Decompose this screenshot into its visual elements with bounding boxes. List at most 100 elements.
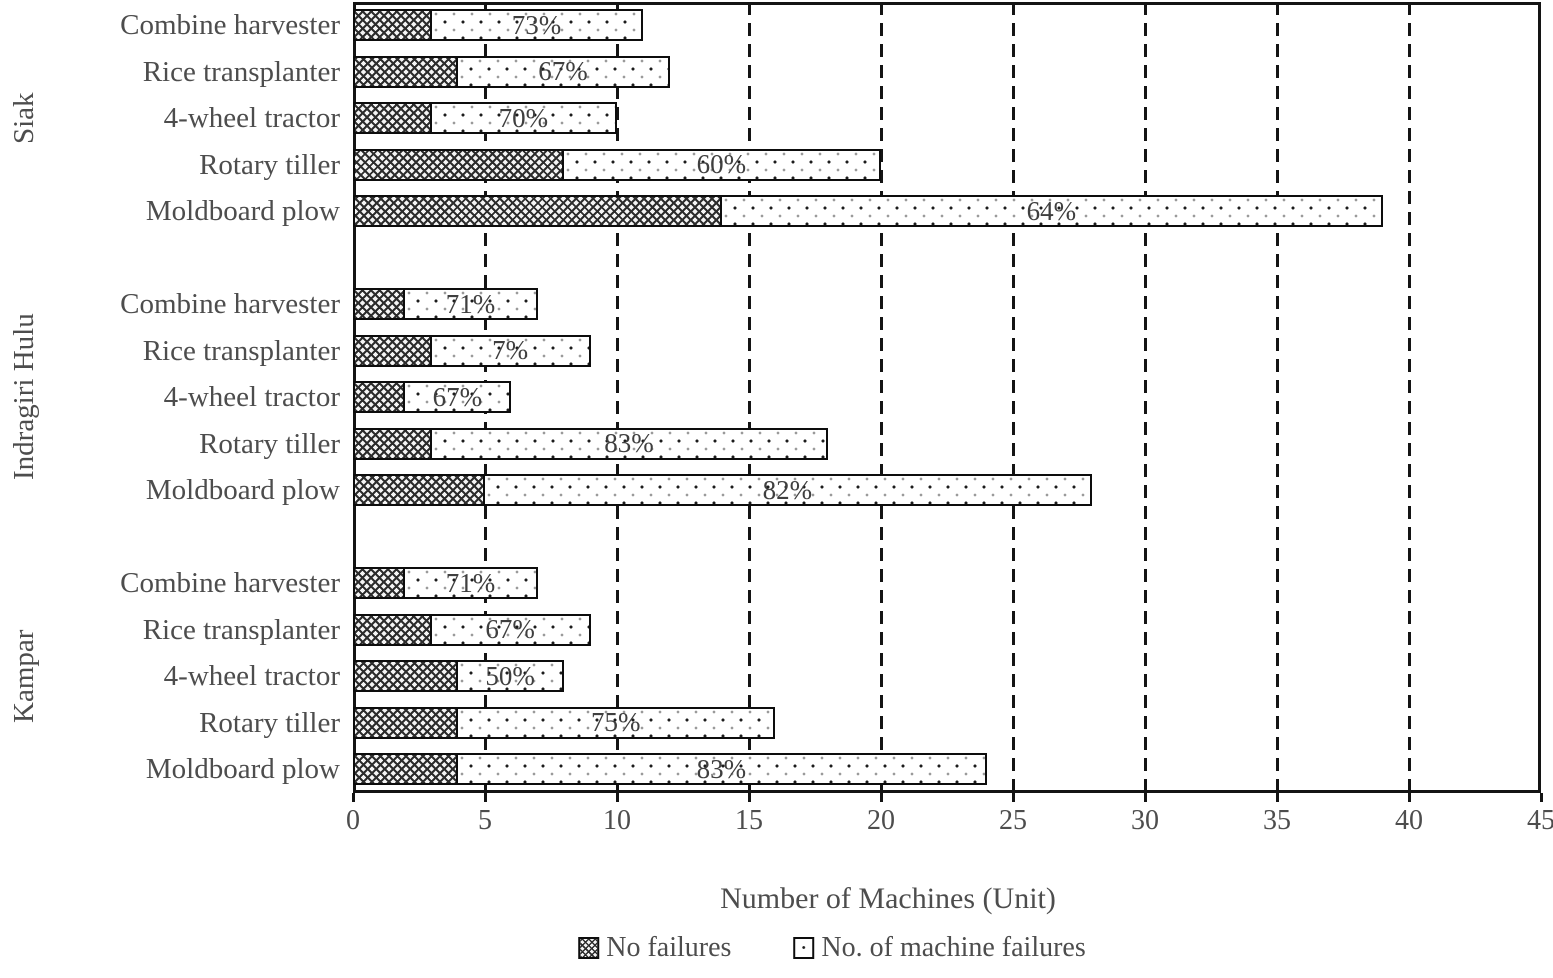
bar-row-kampar-1: 67%: [353, 613, 591, 646]
bar-segment-machine-failures: 75%: [456, 706, 776, 739]
bar-row-kampar-4: 83%: [353, 753, 987, 785]
dotted-swatch-icon: [793, 937, 815, 959]
x-tick-mark-25: [1011, 793, 1015, 802]
x-tick-label-10: 10: [603, 805, 631, 836]
legend-entry-machine-failures: No. of machine failures: [793, 934, 1086, 962]
category-label: Moldboard plow: [145, 474, 340, 506]
x-tick-mark-35: [1275, 793, 1279, 802]
gridline-20: [879, 2, 883, 793]
x-tick-mark-40: [1407, 793, 1411, 802]
bar-row-siak-4: 64%: [353, 195, 1383, 227]
category-label: 4-wheel tractor: [163, 102, 340, 134]
category-label: Rice transplanter: [142, 334, 340, 367]
gridline-15: [747, 2, 751, 793]
bar-row-indragiri-hulu-1: 7%: [353, 334, 591, 367]
bar-segment-no-failures: [353, 148, 565, 181]
legend: No failures No. of machine failures: [578, 934, 1086, 962]
failure-percentage-label: 67%: [432, 381, 483, 412]
gridline-30: [1143, 2, 1147, 793]
bar-segment-machine-failures: 67%: [456, 55, 670, 88]
bar-segment-no-failures: [353, 288, 406, 320]
bar-row-siak-3: 60%: [353, 148, 881, 181]
x-tick-mark-10: [615, 793, 619, 802]
gridline-35: [1275, 2, 1279, 793]
bar-segment-no-failures: [353, 334, 433, 367]
bar-segment-no-failures: [353, 753, 459, 785]
bar-segment-machine-failures: 67%: [403, 381, 512, 413]
category-label: 4-wheel tractor: [163, 660, 340, 692]
x-tick-mark-45: [1539, 793, 1543, 802]
category-label: Rice transplanter: [142, 55, 340, 88]
category-label: Rice transplanter: [142, 613, 340, 646]
x-tick-label-30: 30: [1131, 805, 1159, 836]
failure-percentage-label: 7%: [492, 335, 529, 365]
bar-row-kampar-3: 75%: [353, 706, 776, 739]
bar-segment-machine-failures: 64%: [720, 195, 1383, 227]
x-axis-title: Number of Machines (Unit): [720, 882, 1056, 915]
failure-percentage-label: 83%: [696, 753, 747, 784]
x-tick-mark-15: [747, 793, 751, 802]
category-label: Combine harvester: [120, 567, 340, 599]
category-label: Rotary tiller: [199, 148, 340, 181]
category-label: Rotary tiller: [199, 706, 340, 739]
category-label: Moldboard plow: [145, 195, 340, 227]
bar-segment-machine-failures: 71%: [403, 567, 538, 599]
failure-percentage-label: 73%: [511, 9, 562, 40]
bar-segment-machine-failures: 83%: [456, 753, 987, 785]
failure-percentage-label: 70%: [498, 102, 549, 133]
bar-segment-no-failures: [353, 381, 406, 413]
bar-segment-machine-failures: 50%: [456, 660, 565, 692]
legend-entry-no-failures: No failures: [578, 934, 731, 962]
failure-percentage-label: 71%: [445, 567, 496, 598]
bar-segment-machine-failures: 82%: [482, 474, 1093, 506]
bar-segment-machine-failures: 60%: [561, 148, 881, 181]
failure-percentage-label: 67%: [538, 56, 588, 86]
gridline-10: [615, 2, 619, 793]
bar-segment-machine-failures: 7%: [429, 334, 591, 367]
bar-row-indragiri-hulu-2: 67%: [353, 381, 512, 413]
category-label: Combine harvester: [120, 288, 340, 320]
x-tick-label-35: 35: [1263, 805, 1291, 836]
x-tick-label-0: 0: [346, 805, 360, 836]
failure-percentage-label: 82%: [762, 474, 813, 505]
crosshatch-swatch-icon: [578, 937, 600, 959]
bar-segment-no-failures: [353, 660, 459, 692]
bar-segment-machine-failures: 71%: [403, 288, 538, 320]
x-tick-mark-5: [483, 793, 487, 802]
bar-segment-machine-failures: 83%: [429, 427, 829, 460]
bar-segment-machine-failures: 73%: [429, 9, 644, 41]
bar-row-indragiri-hulu-3: 83%: [353, 427, 829, 460]
bar-segment-no-failures: [353, 474, 485, 506]
failure-percentage-label: 64%: [1026, 195, 1077, 226]
bar-segment-no-failures: [353, 706, 459, 739]
bar-segment-machine-failures: 67%: [429, 613, 591, 646]
x-tick-label-15: 15: [735, 805, 763, 836]
category-label: Moldboard plow: [145, 753, 340, 785]
bar-row-kampar-0: 71%: [353, 567, 538, 599]
x-tick-label-5: 5: [478, 805, 492, 836]
bar-row-siak-0: 73%: [353, 9, 644, 41]
category-label: 4-wheel tractor: [163, 381, 340, 413]
x-tick-mark-0: [351, 793, 355, 802]
category-label: Combine harvester: [120, 9, 340, 41]
legend-label: No failures: [606, 932, 732, 963]
failure-percentage-label: 60%: [696, 149, 747, 179]
bar-segment-no-failures: [353, 55, 459, 88]
x-tick-mark-20: [879, 793, 883, 802]
bar-row-indragiri-hulu-0: 71%: [353, 288, 538, 320]
x-tick-label-25: 25: [999, 805, 1027, 836]
category-label: Rotary tiller: [199, 427, 340, 460]
x-tick-mark-30: [1143, 793, 1147, 802]
bar-segment-no-failures: [353, 102, 433, 134]
bar-segment-no-failures: [353, 427, 433, 460]
failure-percentage-label: 67%: [485, 614, 535, 644]
bar-segment-machine-failures: 70%: [429, 102, 617, 134]
failure-percentage-label: 83%: [604, 428, 654, 458]
failure-percentage-label: 71%: [445, 288, 496, 319]
x-tick-label-40: 40: [1395, 805, 1423, 836]
bar-row-siak-1: 67%: [353, 55, 670, 88]
gridline-25: [1011, 2, 1015, 793]
failure-percentage-label: 50%: [485, 660, 535, 691]
bar-segment-no-failures: [353, 9, 433, 41]
